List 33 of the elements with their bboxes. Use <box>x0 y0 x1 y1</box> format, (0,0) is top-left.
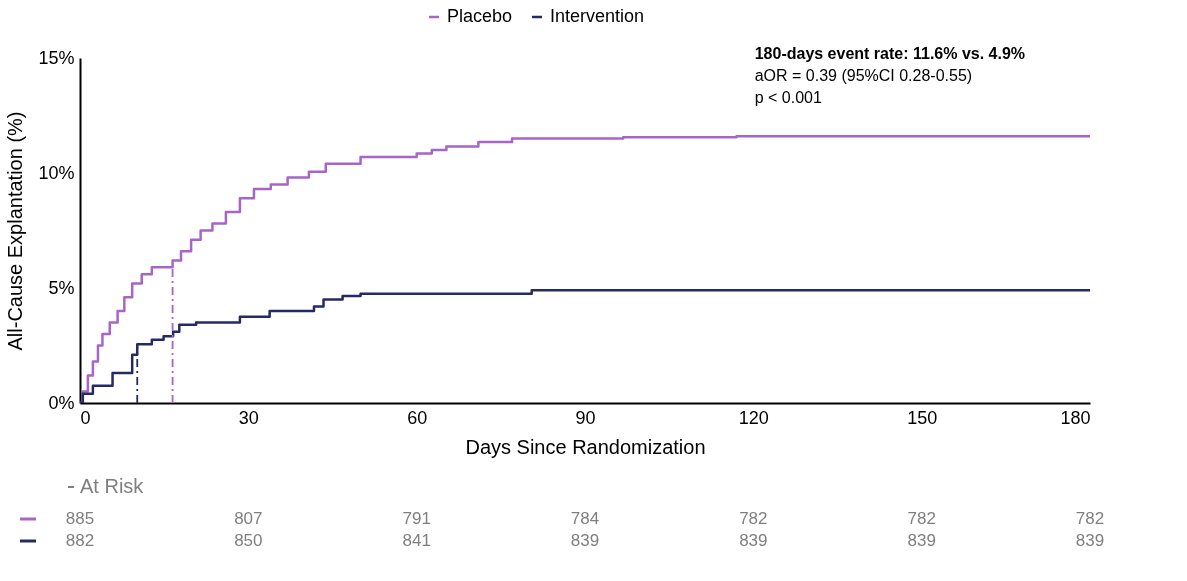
y-tick-label: 0% <box>48 392 75 413</box>
text: 839 <box>907 531 936 550</box>
text: 807 <box>234 509 263 528</box>
annotation: aOR = 0.39 (95%CI 0.28-0.55) <box>754 67 973 84</box>
x-tick-label: 90 <box>575 407 596 428</box>
text: 850 <box>234 531 263 550</box>
legend-label: Placebo <box>447 6 513 26</box>
text: 841 <box>402 531 431 550</box>
text: 839 <box>570 531 600 550</box>
text: 791 <box>402 509 431 528</box>
y-tick-label: 10% <box>38 162 75 183</box>
text: 784 <box>570 509 600 528</box>
x-axis-title: Days Since Randomization <box>465 435 706 458</box>
text: 885 <box>65 509 95 528</box>
annotation: p < 0.001 <box>754 89 822 106</box>
text: 882 <box>65 531 95 550</box>
annotation: 180-days event rate: 11.6% vs. 4.9% <box>754 45 1026 62</box>
legend-label: Intervention <box>550 6 645 26</box>
text: 782 <box>907 509 936 528</box>
text: At Risk <box>80 475 145 497</box>
x-tick-label: 60 <box>407 407 428 428</box>
y-axis-title: All-Cause Explantation (%) <box>4 111 27 351</box>
text: 782 <box>1075 509 1105 528</box>
x-tick-label: 0 <box>80 407 91 428</box>
text: 839 <box>1075 531 1105 550</box>
text: 839 <box>739 531 768 550</box>
x-tick-label: 30 <box>238 407 259 428</box>
x-tick-label: 180 <box>1060 407 1091 428</box>
text: 782 <box>739 509 768 528</box>
y-tick-label: 15% <box>38 47 75 68</box>
x-tick-label: 150 <box>907 407 938 428</box>
x-tick-label: 120 <box>738 407 769 428</box>
y-tick-label: 5% <box>48 277 75 298</box>
